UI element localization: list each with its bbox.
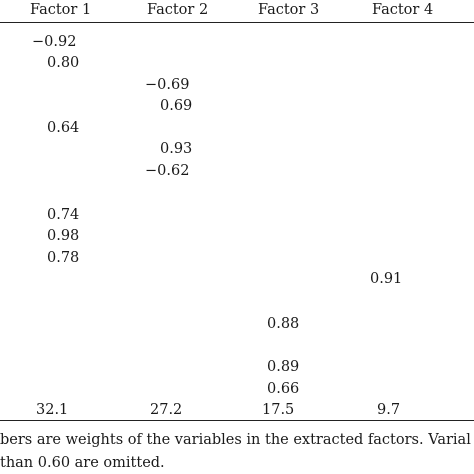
footnote-line-1: bers are weights of the variables in the… bbox=[0, 432, 471, 448]
cell-r1-factor-1: −0.92 bbox=[32, 34, 77, 50]
cell-r5-factor-1: 0.64 bbox=[47, 120, 80, 136]
cell-r3-factor-2: −0.69 bbox=[145, 77, 190, 93]
cell-r2-factor-1: 0.80 bbox=[47, 55, 80, 71]
footnote-line-2-clip: than 0.60 are omitted. bbox=[0, 454, 474, 474]
variance-factor-2: 27.2 bbox=[150, 402, 183, 418]
cell-r6-factor-2: 0.93 bbox=[160, 141, 193, 157]
header-factor-2: Factor 2 bbox=[147, 2, 209, 18]
variance-factor-3: 17.5 bbox=[262, 402, 295, 418]
cell-r10-factor-1: 0.78 bbox=[47, 250, 80, 266]
header-factor-1: Factor 1 bbox=[30, 2, 92, 18]
header-factor-4: Factor 4 bbox=[372, 2, 434, 18]
bottom-rule bbox=[0, 420, 474, 421]
cell-r7-factor-2: −0.62 bbox=[145, 163, 190, 179]
cell-r12-factor-3: 0.88 bbox=[267, 316, 300, 332]
cell-r14-factor-3: 0.66 bbox=[267, 381, 300, 397]
cell-r11-factor-4: 0.91 bbox=[370, 271, 403, 287]
footnote-line-2: than 0.60 are omitted. bbox=[0, 455, 165, 471]
variance-factor-4: 9.7 bbox=[377, 402, 401, 418]
cell-r4-factor-2: 0.69 bbox=[160, 98, 193, 114]
cell-r8-factor-1: 0.74 bbox=[47, 207, 80, 223]
header-rule bbox=[0, 22, 474, 23]
variance-factor-1: 32.1 bbox=[36, 402, 69, 418]
cell-r9-factor-1: 0.98 bbox=[47, 228, 80, 244]
header-factor-3: Factor 3 bbox=[258, 2, 320, 18]
cell-r13-factor-3: 0.89 bbox=[267, 359, 300, 375]
footnote-line-1-clip: bers are weights of the variables in the… bbox=[0, 432, 474, 450]
